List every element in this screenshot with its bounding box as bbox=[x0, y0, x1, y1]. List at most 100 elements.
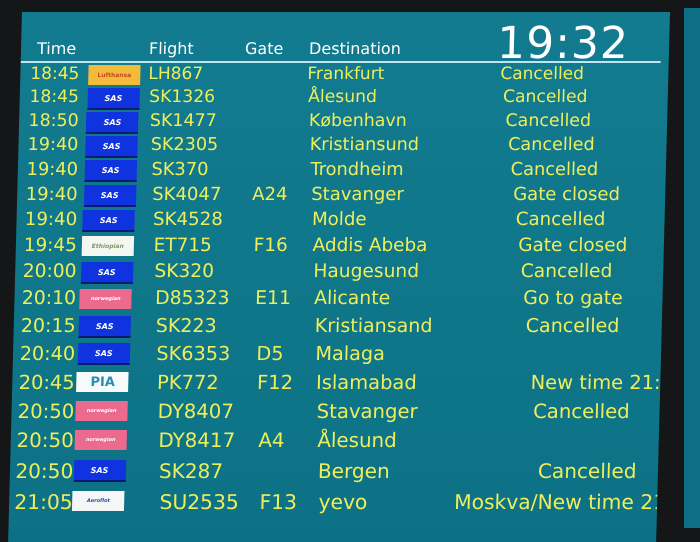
flight-destination: Islamabad bbox=[315, 371, 418, 394]
flight-destination: Bergen bbox=[317, 459, 391, 483]
flight-destination: yevo bbox=[318, 490, 368, 514]
header-flight: Flight bbox=[148, 39, 194, 58]
header-time: Time bbox=[36, 39, 77, 58]
flight-gate: A4 bbox=[258, 429, 285, 452]
flight-row: SAS 20:00 SK320 Haugesund Cancelled bbox=[15, 261, 664, 285]
header-gate: Gate bbox=[244, 39, 284, 58]
flight-time: 20:15 bbox=[20, 315, 76, 337]
flight-number: SK2305 bbox=[150, 135, 219, 155]
flight-status: Cancelled bbox=[505, 111, 592, 131]
flight-number: SK1326 bbox=[148, 87, 216, 107]
flight-gate: D5 bbox=[256, 342, 284, 365]
airline-logo-sas: SAS bbox=[82, 210, 136, 232]
flight-status: Gate closed bbox=[512, 184, 621, 205]
flight-gate: F16 bbox=[253, 235, 288, 256]
adjacent-board-edge bbox=[684, 8, 700, 528]
flight-status: Cancelled bbox=[532, 400, 630, 423]
flight-row: norwegian 20:50 DY8407 Stavanger Cancelled bbox=[11, 400, 660, 424]
flight-row: SAS 20:40 SK6353 D5 Malaga bbox=[13, 342, 662, 366]
flight-row: SAS 18:45 SK1326 Ålesund Cancelled bbox=[19, 87, 668, 111]
flight-gate: F12 bbox=[256, 371, 294, 394]
flight-destination: Molde bbox=[311, 209, 367, 230]
flight-row: SAS 20:50 SK287 Bergen Cancelled bbox=[10, 459, 659, 483]
flight-time: 19:40 bbox=[25, 184, 78, 205]
flight-destination: Trondheim bbox=[310, 159, 404, 180]
header-destination: Destination bbox=[308, 39, 402, 58]
flight-number: LH867 bbox=[148, 64, 204, 84]
flight-number: ET715 bbox=[153, 235, 212, 256]
flight-gate: A24 bbox=[251, 184, 288, 205]
flight-number: SU2535 bbox=[159, 490, 240, 514]
flight-row: Aeroflot 21:05 SU2535 F13 yevo Moskva/New tim… bbox=[9, 490, 670, 514]
flight-status: Cancelled bbox=[502, 87, 588, 107]
flight-number: SK287 bbox=[158, 459, 224, 483]
flight-row: SAS 19:40 SK4528 Molde Cancelled bbox=[16, 209, 665, 233]
airline-logo-sas: SAS bbox=[80, 262, 134, 284]
flight-row: Lufthansa 18:45 LH867 Frankfurt Cancelled bbox=[20, 64, 669, 88]
airline-logo-sas: SAS bbox=[85, 136, 138, 158]
airline-logo-sas: SAS bbox=[83, 185, 136, 207]
flight-number: DY8417 bbox=[158, 429, 236, 452]
flight-number: SK370 bbox=[151, 159, 209, 180]
airline-logo-norwegian: norwegian bbox=[75, 401, 128, 421]
flight-time: 19:40 bbox=[26, 159, 79, 180]
flight-status: Gate closed bbox=[518, 235, 628, 256]
flight-destination: Stavanger bbox=[316, 400, 418, 423]
flight-number: SK6353 bbox=[156, 342, 231, 365]
flight-destination: Haugesund bbox=[313, 261, 420, 282]
flight-time: 19:40 bbox=[27, 135, 79, 155]
flight-status: Cancelled bbox=[537, 459, 637, 483]
airline-logo-sas: SAS bbox=[78, 316, 132, 338]
flight-gate: E11 bbox=[254, 288, 292, 309]
airline-logo-sas: SAS bbox=[87, 88, 140, 110]
flight-time: 18:45 bbox=[29, 87, 80, 107]
flight-status: Cancelled bbox=[507, 135, 595, 155]
flight-row: PIA 20:45 PK772 F12 Islamabad New time 21:20 bbox=[12, 371, 670, 395]
flight-time: 20:50 bbox=[15, 459, 74, 483]
flight-row: SAS 19:40 SK370 Trondheim Cancelled bbox=[18, 159, 667, 183]
flight-time: 20:00 bbox=[22, 261, 77, 282]
flight-row: Ethiopian 19:45 ET715 F16 Addis Abeba Gate cl… bbox=[16, 235, 665, 259]
airline-logo-aeroflot: Aeroflot bbox=[72, 491, 125, 511]
airline-logo-sas: SAS bbox=[77, 343, 131, 365]
flight-number: DY8407 bbox=[157, 400, 235, 423]
airline-logo-sas: SAS bbox=[84, 160, 137, 182]
flight-time: 20:10 bbox=[21, 288, 77, 309]
flight-time: 21:05 bbox=[14, 490, 74, 514]
flight-status: Cancelled bbox=[520, 261, 613, 282]
flight-time: 20:40 bbox=[19, 342, 76, 365]
flight-destination: Frankfurt bbox=[307, 64, 385, 84]
flight-time: 20:50 bbox=[17, 400, 75, 423]
flight-number: SK1477 bbox=[149, 111, 217, 131]
flight-destination: Malaga bbox=[315, 342, 386, 365]
flight-time: 20:45 bbox=[18, 371, 76, 394]
flight-row: SAS 19:40 SK2305 Kristiansund Cancelled bbox=[18, 135, 667, 159]
flight-number: SK320 bbox=[154, 261, 215, 282]
flight-row: SAS 18:50 SK1477 København Cancelled bbox=[19, 111, 668, 135]
flight-destination: Kristiansand bbox=[314, 315, 433, 337]
flight-destination: Stavanger bbox=[310, 184, 405, 205]
airline-logo-sas: SAS bbox=[86, 112, 139, 134]
flight-number: D85323 bbox=[154, 288, 230, 309]
flight-row: norwegian 20:10 D85323 E11 Alicante Go to gat… bbox=[14, 288, 663, 312]
flight-number: PK772 bbox=[156, 371, 219, 394]
flight-number: SK4047 bbox=[151, 184, 222, 205]
airline-logo-norwegian: norwegian bbox=[74, 430, 127, 450]
flight-time: 18:45 bbox=[30, 64, 80, 84]
header-divider bbox=[20, 61, 661, 63]
flight-time: 20:50 bbox=[16, 429, 75, 452]
flight-status: Cancelled bbox=[515, 209, 606, 230]
flight-destination: Alicante bbox=[313, 288, 391, 309]
flight-time: 19:45 bbox=[23, 235, 78, 256]
flight-status: Cancelled bbox=[500, 64, 585, 84]
flight-destination: Kristiansund bbox=[309, 135, 420, 155]
flight-gate: F13 bbox=[259, 490, 298, 514]
flight-destination: Addis Abeba bbox=[312, 235, 428, 256]
airline-logo-ethiopian: Ethiopian bbox=[81, 236, 135, 256]
flight-status: New time 21:20 bbox=[530, 371, 671, 394]
flight-row: SAS 19:40 SK4047 A24 Stavanger Gate closed bbox=[17, 184, 666, 208]
flight-status: Cancelled bbox=[525, 315, 620, 337]
flight-row: norwegian 20:50 DY8417 A4 Ålesund bbox=[10, 429, 659, 453]
airline-logo-pia: PIA bbox=[76, 372, 129, 392]
flight-row: SAS 20:15 SK223 Kristiansand Cancelled bbox=[13, 315, 662, 339]
